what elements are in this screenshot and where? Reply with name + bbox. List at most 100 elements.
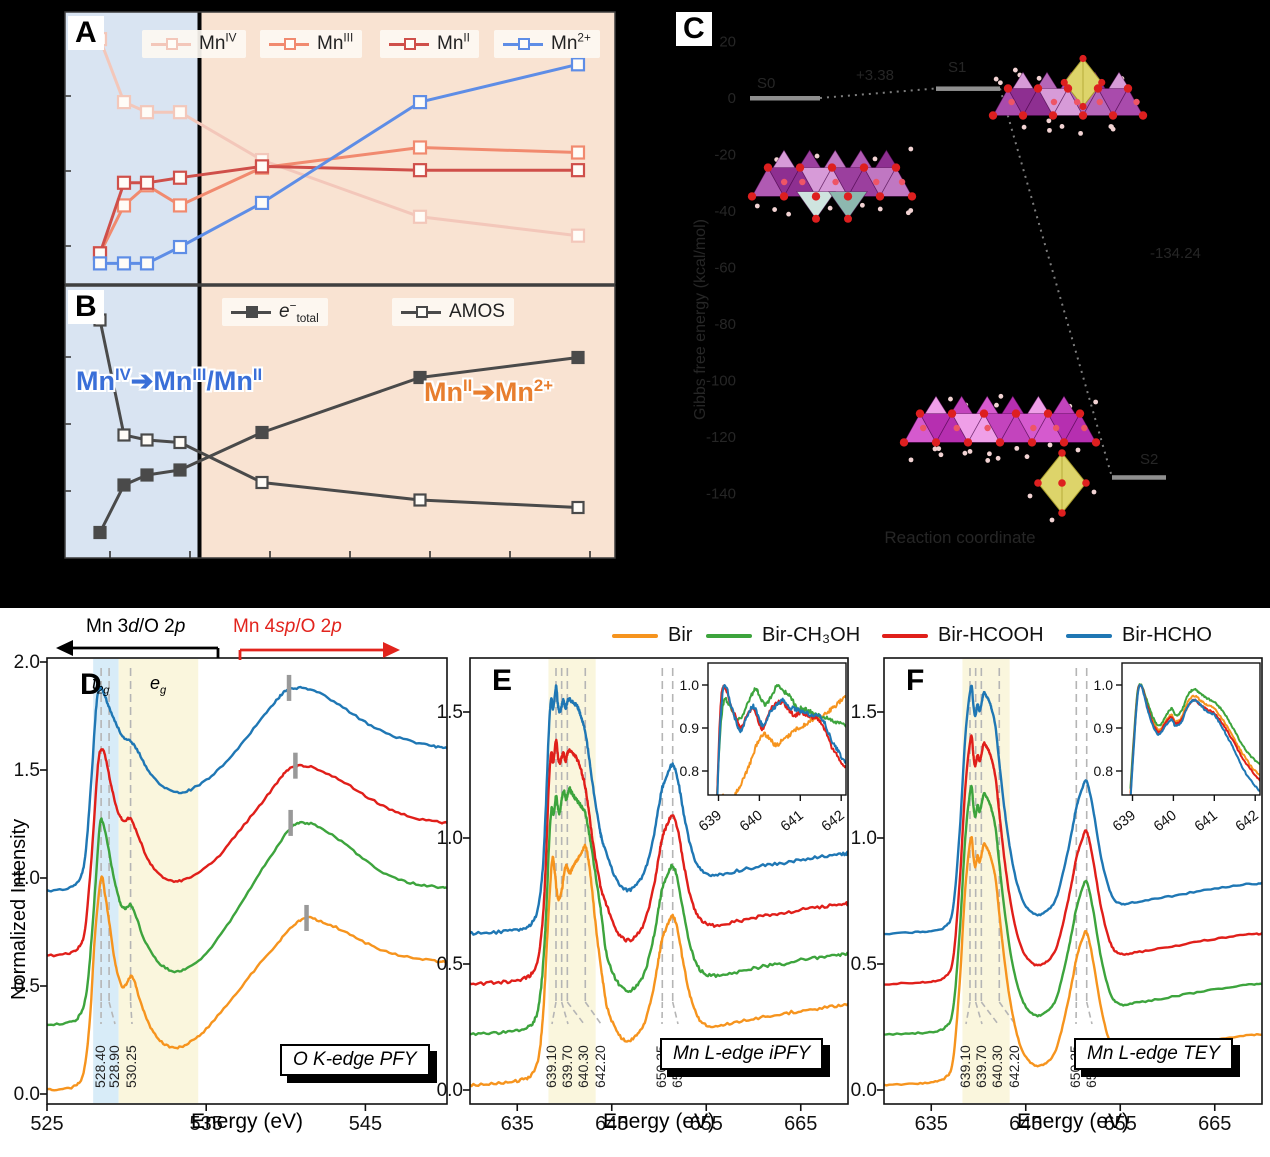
panel-d-xlabel: Energy (eV)	[190, 1110, 304, 1133]
panel-d-tag: O K-edge PFY	[280, 1044, 430, 1076]
label-eg: eg	[150, 673, 167, 697]
panel-f-tag: Mn L-edge TEY	[1074, 1038, 1234, 1070]
c-ytick: -40	[714, 203, 736, 220]
legend-line-icon	[882, 633, 928, 638]
panel-e-xlabel: Energy (eV)	[602, 1110, 716, 1133]
legend-item-b-0: e−total	[222, 298, 328, 326]
panel-b-label: B	[68, 290, 104, 324]
inset-F	[1129, 683, 1260, 795]
energy-level-S1	[936, 86, 1000, 91]
ytick-D: 1.0	[14, 868, 40, 889]
legend-line-icon	[389, 38, 429, 50]
dash-label: 642.20	[592, 1045, 608, 1088]
spectra-legend-item-Bir-HCOOH: Bir-HCOOH	[882, 624, 1044, 647]
c-ytick: -100	[706, 373, 736, 390]
xtick-F: 665	[1198, 1113, 1231, 1135]
c-annotation: -134.24	[1150, 245, 1201, 262]
c-ytick: -20	[714, 147, 736, 164]
xtick-E: 655	[690, 1113, 723, 1135]
legend-line-icon	[503, 38, 543, 50]
mn-octahedron	[1027, 442, 1097, 523]
xtick-F: 635	[915, 1113, 948, 1135]
panel-f-label: F	[906, 664, 925, 697]
ytick-D: 0.0	[14, 1084, 40, 1105]
legend-line-icon	[401, 306, 441, 318]
dash-label: 639.70	[559, 1045, 575, 1088]
guide-dashes-D	[100, 668, 133, 1025]
xtick-D: 545	[349, 1113, 382, 1135]
ytick-D: 1.5	[14, 760, 40, 781]
dash-label: 639.10	[957, 1045, 973, 1088]
series-e-total	[93, 350, 585, 540]
dash-label: 639.10	[543, 1045, 559, 1088]
ytick-E: 1.0	[437, 828, 463, 849]
inset-ytick: 0.8	[680, 763, 700, 779]
ytick-D: 2.0	[14, 652, 40, 673]
energy-level-S0	[750, 96, 820, 101]
energy-level-S2	[1112, 475, 1166, 480]
dash-label: 640.30	[575, 1045, 591, 1088]
spectra-legend-item-Bir-HCHO: Bir-HCHO	[1066, 624, 1212, 647]
ytick-D: 0.5	[14, 976, 40, 997]
legend-line-icon	[231, 306, 271, 318]
crystal-cluster	[988, 54, 1148, 136]
dash-label: 640.30	[989, 1045, 1005, 1088]
ytick-E: 1.5	[437, 702, 463, 723]
dash-label: 639.70	[973, 1045, 989, 1088]
inset-ytick: 1.0	[1094, 677, 1114, 693]
inset-ytick: 0.9	[680, 720, 700, 736]
ytick-E: 0.0	[437, 1080, 463, 1101]
legend-line-icon	[269, 38, 309, 50]
c-ytick: -120	[706, 429, 736, 446]
xtick-D: 525	[30, 1113, 63, 1135]
series-MnII	[92, 159, 586, 261]
legend-line-icon	[1066, 633, 1112, 638]
arrow-left-icon	[56, 640, 73, 656]
dash-label: 642.20	[1006, 1045, 1022, 1088]
arrow-right-icon	[383, 642, 400, 658]
panel-c-ylabel: Gibbs free energy (kcal/mol)	[692, 219, 709, 420]
dash-label: 528.40	[92, 1045, 108, 1088]
ytick-F: 0.5	[851, 954, 877, 975]
guide-dashes-E	[551, 668, 679, 1025]
inset-ytick: 1.0	[680, 677, 700, 693]
annotation-mn2-to-mn2plus: MnII➔Mn2+	[424, 376, 553, 407]
label-t2g: t2g	[92, 673, 110, 697]
c-ytick: 0	[728, 90, 736, 107]
spectra-D	[47, 674, 447, 1092]
annotation-mn4-to-mn3: MnIV➔MnIII/MnII	[76, 365, 263, 396]
inset-E	[716, 684, 846, 795]
panel-e-tag: Mn L-edge iPFY	[660, 1038, 824, 1070]
xtick-D: 535	[190, 1113, 223, 1135]
crystal-cluster	[899, 393, 1101, 463]
spectra-E	[470, 684, 848, 1088]
legend-item-2: MnII	[380, 30, 479, 58]
xtick-E: 645	[595, 1113, 628, 1135]
c-ytick: -80	[714, 316, 736, 333]
xtick-F: 645	[1009, 1113, 1042, 1135]
panel-e-label: E	[492, 664, 513, 697]
annotation-mn4sp-o2p: Mn 4sp/O 2p	[233, 616, 342, 637]
panel-c-label: C	[676, 12, 712, 46]
c-annotation: S2	[1140, 451, 1158, 468]
legend-line-icon	[706, 633, 752, 638]
dash-label: 528.90	[106, 1045, 122, 1088]
legend-line-icon	[612, 633, 658, 638]
inset-ytick: 0.8	[1094, 763, 1114, 779]
panel-f-xlabel: Energy (eV)	[1016, 1110, 1130, 1133]
c-ytick: 20	[719, 34, 736, 51]
legend-item-0: MnIV	[142, 30, 246, 58]
ytick-E: 0.5	[437, 954, 463, 975]
annotation-mn3d-o2p: Mn 3d/O 2p	[86, 616, 186, 637]
ytick-F: 1.0	[851, 828, 877, 849]
inset-ytick: 0.9	[1094, 720, 1114, 736]
legend-item-b-1: AMOS	[392, 298, 514, 326]
spectra-legend-item-Bir-CH₃OH: Bir-CH₃OH	[706, 624, 861, 647]
crystal-cluster	[747, 146, 917, 223]
series-AMOS	[93, 313, 585, 515]
legend-item-1: MnIII	[260, 30, 363, 58]
ytick-F: 1.5	[851, 702, 877, 723]
guide-dashes-F	[965, 668, 1093, 1025]
